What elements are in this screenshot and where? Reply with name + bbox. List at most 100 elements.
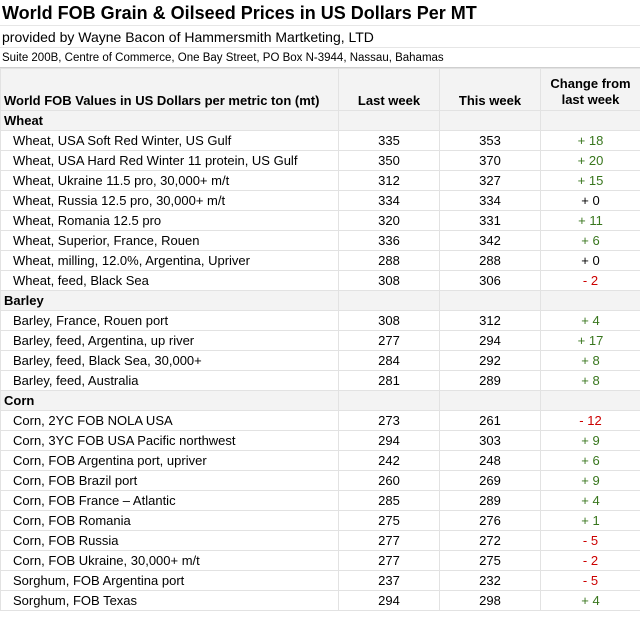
last-week-price: 277 [338,550,440,571]
weekly-change: + 18 [540,130,640,151]
this-week-price: 276 [439,510,541,531]
table-row: Corn, FOB Romania 275 276 + 1 [0,510,640,531]
last-week-price: 294 [338,590,440,611]
last-week-price: 312 [338,170,440,191]
weekly-change: + 6 [540,230,640,251]
weekly-change: + 20 [540,150,640,171]
this-week-price: 306 [439,270,541,291]
commodity-label: Corn, FOB Ukraine, 30,000+ m/t [0,550,339,571]
address-line: Suite 200B, Centre of Commerce, One Bay … [0,48,640,68]
table-row: Wheat, USA Hard Red Winter 11 protein, U… [0,150,640,171]
table-row: Wheat, Superior, France, Rouen 336 342 + 6 [0,230,640,251]
commodity-label: Barley, France, Rouen port [0,310,339,331]
page-title: World FOB Grain & Oilseed Prices in US D… [0,0,640,26]
page-subtitle: provided by Wayne Bacon of Hammersmith M… [0,26,640,48]
section-empty-cell [540,390,640,411]
price-table-body: World FOB Values in US Dollars per metri… [0,68,640,611]
table-row: Corn, FOB Russia 277 272- 5 [0,530,640,551]
commodity-label: Wheat, USA Hard Red Winter 11 protein, U… [0,150,339,171]
this-week-price: 334 [439,190,541,211]
weekly-change: + 8 [540,370,640,391]
last-week-price: 285 [338,490,440,511]
last-week-price: 275 [338,510,440,531]
weekly-change: + 6 [540,450,640,471]
section-empty-cell [338,290,440,311]
column-header-change-line2: last week [561,92,620,107]
this-week-price: 288 [439,250,541,271]
column-header-last-week: Last week [338,68,440,111]
section-empty-cell [540,290,640,311]
last-week-price: 288 [338,250,440,271]
weekly-change: - 12 [540,410,640,431]
commodity-label: Corn, FOB France – Atlantic [0,490,339,511]
last-week-price: 334 [338,190,440,211]
weekly-change: + 17 [540,330,640,351]
commodity-label: Barley, feed, Black Sea, 30,000+ [0,350,339,371]
table-row: Wheat, Romania 12.5 pro 320 331 + 11 [0,210,640,231]
last-week-price: 308 [338,310,440,331]
column-header-description: World FOB Values in US Dollars per metri… [0,68,339,111]
weekly-change: + 8 [540,350,640,371]
column-header-change-line1: Change from [550,76,631,91]
table-row: Corn, 3YC FOB USA Pacific northwest 294 30… [0,430,640,451]
this-week-price: 272 [439,530,541,551]
table-row: Barley, feed, Argentina, up river 277 294 +… [0,330,640,351]
commodity-label: Corn, FOB Russia [0,530,339,551]
weekly-change: + 4 [540,310,640,331]
last-week-price: 277 [338,530,440,551]
commodity-label: Corn, 2YC FOB NOLA USA [0,410,339,431]
section-empty-cell [439,390,541,411]
last-week-price: 335 [338,130,440,151]
weekly-change: + 9 [540,430,640,451]
commodity-label: Wheat, Romania 12.5 pro [0,210,339,231]
section-row-corn: Corn [0,390,640,411]
table-row: Corn, FOB France – Atlantic 285 289 + 4 [0,490,640,511]
this-week-price: 294 [439,330,541,351]
commodity-label: Sorghum, FOB Texas [0,590,339,611]
this-week-price: 370 [439,150,541,171]
this-week-price: 289 [439,370,541,391]
this-week-price: 312 [439,310,541,331]
last-week-price: 336 [338,230,440,251]
commodity-label: Corn, FOB Brazil port [0,470,339,491]
weekly-change: + 9 [540,470,640,491]
commodity-label: Wheat, milling, 12.0%, Argentina, Uprive… [0,250,339,271]
commodity-label: Wheat, USA Soft Red Winter, US Gulf [0,130,339,151]
weekly-change: + 1 [540,510,640,531]
weekly-change: + 15 [540,170,640,191]
last-week-price: 320 [338,210,440,231]
column-header-change: Change from last week [540,68,640,111]
table-row: Wheat, feed, Black Sea 308 306- 2 [0,270,640,291]
weekly-change: - 2 [540,270,640,291]
last-week-price: 277 [338,330,440,351]
price-table: World FOB Values in US Dollars per metri… [0,68,640,611]
this-week-price: 331 [439,210,541,231]
table-row: Corn, FOB Ukraine, 30,000+ m/t 277 275- 2 [0,550,640,571]
weekly-change: - 5 [540,530,640,551]
table-header-row: World FOB Values in US Dollars per metri… [0,68,640,111]
last-week-price: 242 [338,450,440,471]
commodity-label: Wheat, Ukraine 11.5 pro, 30,000+ m/t [0,170,339,191]
section-empty-cell [439,110,541,131]
commodity-label: Corn, FOB Argentina port, upriver [0,450,339,471]
commodity-label: Sorghum, FOB Argentina port [0,570,339,591]
table-row: Corn, FOB Argentina port, upriver 242 248 +… [0,450,640,471]
this-week-price: 327 [439,170,541,191]
table-row: Barley, France, Rouen port 308 312 + 4 [0,310,640,331]
column-header-this-week: This week [439,68,541,111]
table-row: Corn, 2YC FOB NOLA USA 273 261- 12 [0,410,640,431]
last-week-price: 294 [338,430,440,451]
section-empty-cell [338,390,440,411]
weekly-change: + 4 [540,490,640,511]
last-week-price: 308 [338,270,440,291]
table-row: Corn, FOB Brazil port 260 269 + 9 [0,470,640,491]
section-row-wheat: Wheat [0,110,640,131]
this-week-price: 292 [439,350,541,371]
section-empty-cell [439,290,541,311]
this-week-price: 232 [439,570,541,591]
weekly-change: + 4 [540,590,640,611]
this-week-price: 342 [439,230,541,251]
commodity-label: Barley, feed, Argentina, up river [0,330,339,351]
table-row: Wheat, USA Soft Red Winter, US Gulf 335 35… [0,130,640,151]
commodity-label: Corn, FOB Romania [0,510,339,531]
